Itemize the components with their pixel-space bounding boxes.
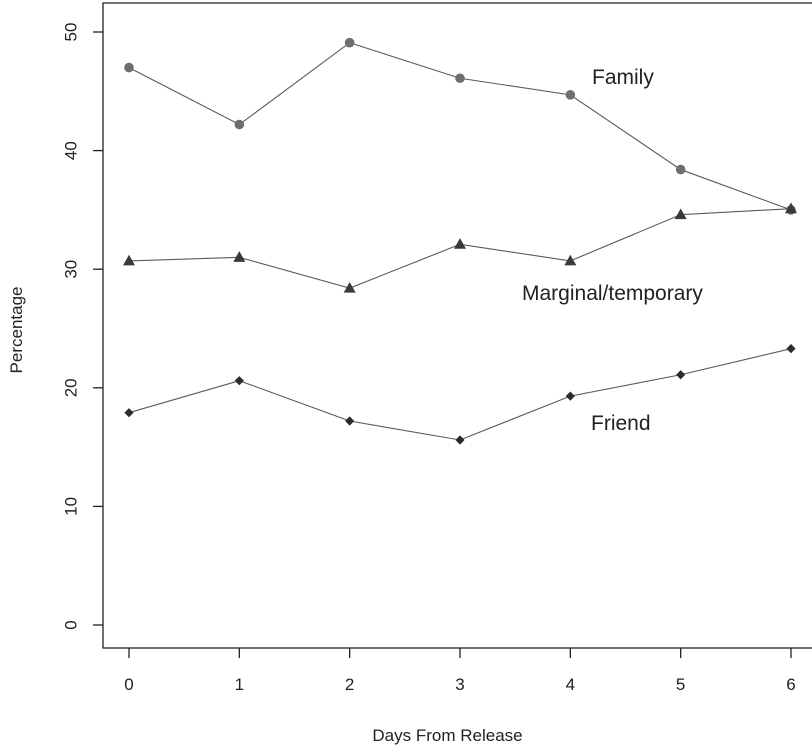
- data-point: [343, 281, 356, 293]
- data-point: [124, 62, 134, 73]
- y-tick-label: 20: [62, 378, 81, 397]
- axes: 0 1 2 3 4 5 6 0 10 20 30 40 50: [62, 2, 812, 694]
- x-tick-label: 3: [455, 675, 464, 694]
- y-tick-label: 0: [62, 620, 81, 629]
- y-axis-label: Percentage: [7, 287, 26, 374]
- series-marginal-temporary: [123, 202, 797, 293]
- data-point: [123, 254, 135, 266]
- series-friend: [124, 344, 796, 445]
- data-point: [234, 119, 245, 130]
- data-point: [786, 344, 796, 354]
- data-point: [675, 164, 686, 175]
- plot-frame: [102, 2, 812, 649]
- data-point: [674, 208, 687, 220]
- data-point: [676, 370, 686, 380]
- y-tick-label: 50: [62, 23, 81, 42]
- x-axis-label: Days From Release: [372, 726, 522, 745]
- data-point: [455, 435, 465, 445]
- series-layer: [123, 37, 797, 445]
- series-label-friend: Friend: [591, 412, 651, 435]
- x-tick-label: 1: [235, 675, 244, 694]
- series-label-family: Family: [592, 66, 654, 89]
- x-tick-label: 0: [124, 675, 133, 694]
- data-point: [344, 37, 355, 48]
- data-point: [565, 391, 575, 401]
- data-point: [455, 73, 465, 84]
- data-point: [124, 408, 134, 418]
- series-line: [128, 348, 792, 441]
- x-tick-label: 4: [566, 675, 575, 694]
- y-tick-label: 30: [62, 260, 81, 279]
- data-point: [234, 376, 244, 386]
- data-point: [565, 90, 576, 100]
- series-family: [124, 37, 796, 215]
- data-point: [345, 416, 355, 426]
- series-line: [128, 42, 792, 211]
- x-tick-label: 5: [676, 675, 685, 694]
- x-tick-label: 2: [345, 675, 354, 694]
- data-point: [233, 251, 246, 262]
- data-point: [785, 202, 797, 214]
- data-point: [454, 238, 466, 249]
- y-tick-label: 10: [62, 497, 81, 516]
- series-label-marginal: Marginal/temporary: [522, 282, 703, 305]
- y-tick-label: 40: [62, 141, 81, 160]
- x-tick-label: 6: [786, 675, 795, 694]
- data-point: [564, 254, 577, 266]
